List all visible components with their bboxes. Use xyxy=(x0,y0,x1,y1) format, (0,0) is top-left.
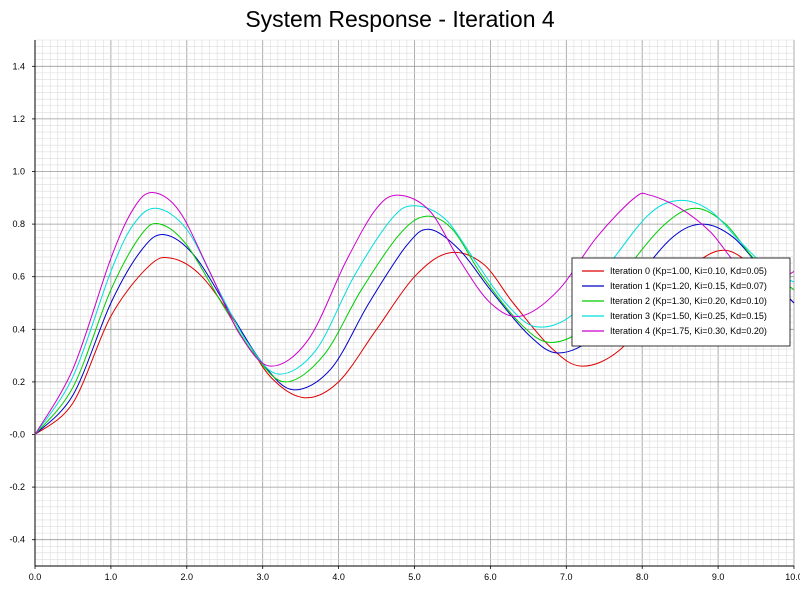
series-line-1 xyxy=(34,223,795,435)
y-tick-label: -0.0 xyxy=(9,430,25,440)
series-line-2 xyxy=(34,207,795,435)
y-tick-label: -0.4 xyxy=(9,535,25,545)
legend-label-2: Iteration 2 (Kp=1.30, Ki=0.20, Kd=0.10) xyxy=(610,296,767,306)
x-tick-label: 10.0 xyxy=(785,572,800,582)
y-tick-label: 0.2 xyxy=(12,377,25,387)
x-tick-label: 3.0 xyxy=(256,572,269,582)
y-tick-label: 0.8 xyxy=(12,219,25,229)
y-tick-label: 1.2 xyxy=(12,114,25,124)
legend-box xyxy=(571,257,791,347)
y-tick-label: 0.6 xyxy=(12,272,25,282)
x-tick-label: 1.0 xyxy=(105,572,118,582)
y-tick-label: 1.4 xyxy=(12,61,25,71)
legend: Iteration 0 (Kp=1.00, Ki=0.10, Kd=0.05) I… xyxy=(571,257,791,347)
x-tick-label: 6.0 xyxy=(484,572,497,582)
y-tick-label: -0.2 xyxy=(9,482,25,492)
y-tick-label: 1.0 xyxy=(12,167,25,177)
legend-label-3: Iteration 3 (Kp=1.50, Ki=0.25, Kd=0.15) xyxy=(610,311,767,321)
legend-label-0: Iteration 0 (Kp=1.00, Ki=0.10, Kd=0.05) xyxy=(610,266,767,276)
chart-title: System Response - Iteration 4 xyxy=(245,6,555,32)
legend-label-4: Iteration 4 (Kp=1.75, Ki=0.30, Kd=0.20) xyxy=(610,326,767,336)
x-tick-label: 5.0 xyxy=(408,572,421,582)
x-tick-label: 9.0 xyxy=(712,572,725,582)
legend-label-1: Iteration 1 (Kp=1.20, Ki=0.15, Kd=0.07) xyxy=(610,281,767,291)
series-line-3 xyxy=(34,199,795,435)
x-tick-label: 4.0 xyxy=(332,572,345,582)
y-tick-label: 0.4 xyxy=(12,324,25,334)
tick-labels: 0.0 1.0 2.0 3.0 4.0 5.0 6.0 7.0 8.0 9.0 10.0 -0.4 -0… xyxy=(9,61,800,582)
series-line-4 xyxy=(34,191,795,435)
x-tick-label: 0.0 xyxy=(29,572,42,582)
x-tick-label: 2.0 xyxy=(181,572,194,582)
x-tick-label: 7.0 xyxy=(560,572,573,582)
x-tick-label: 8.0 xyxy=(636,572,649,582)
